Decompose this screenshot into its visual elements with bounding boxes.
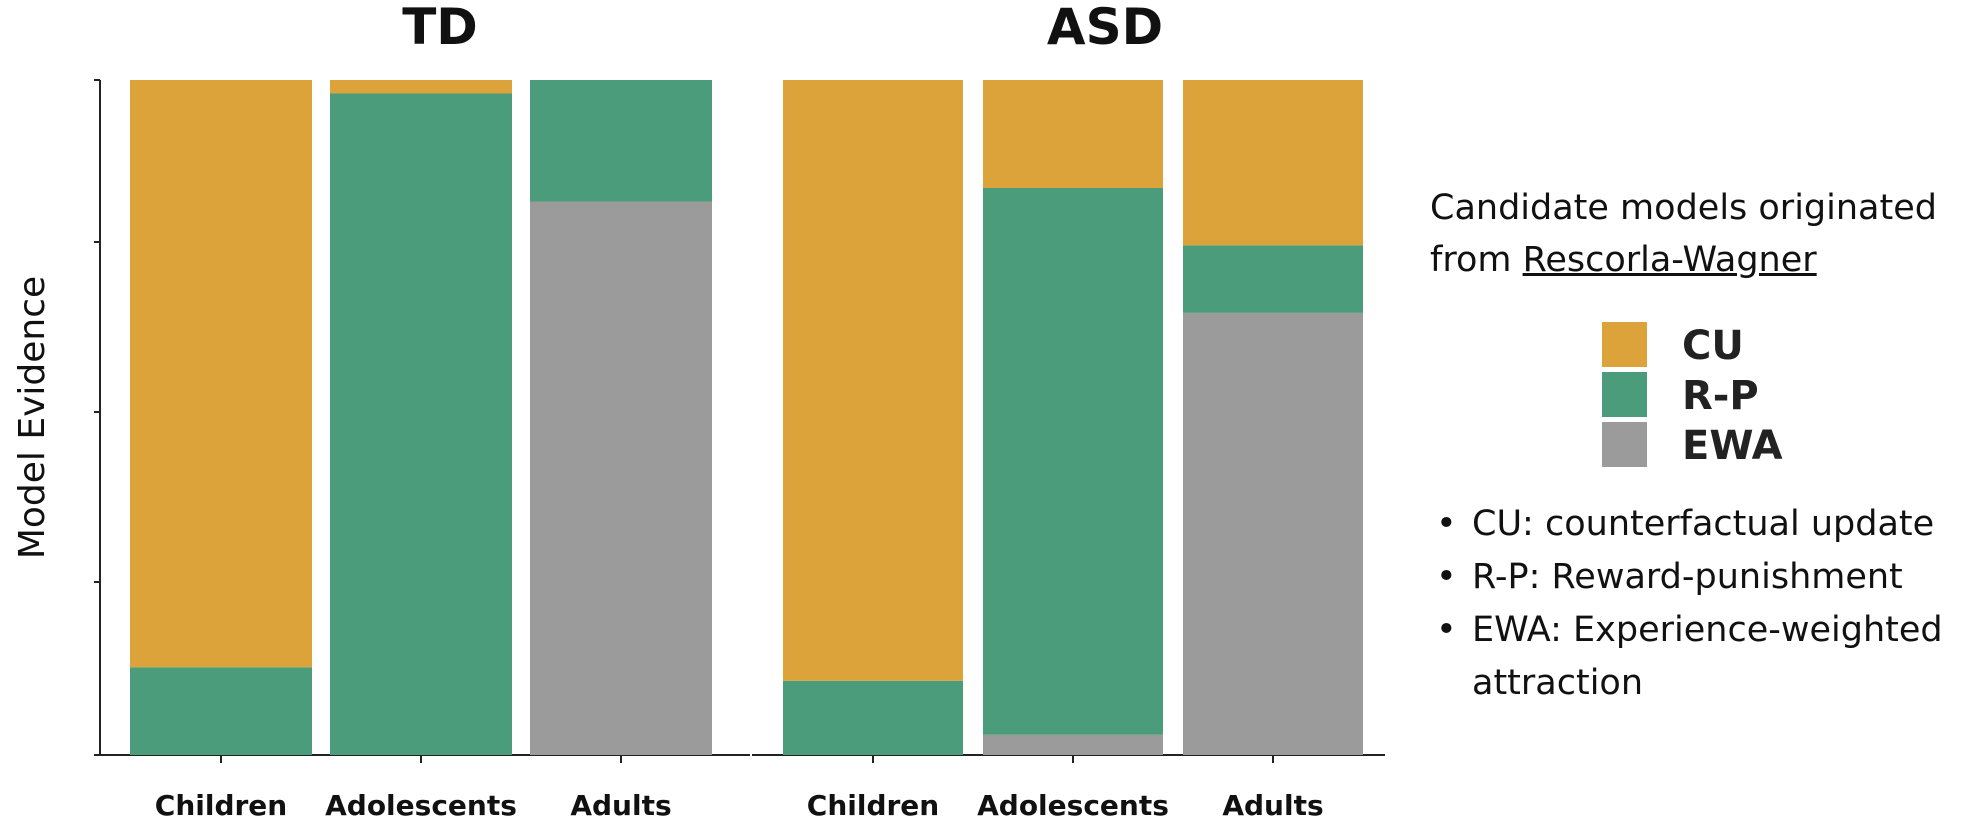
- category-label-asd-adults: Adults: [1222, 789, 1323, 822]
- bar-td-adolescents-cu: [330, 80, 512, 94]
- note-line-2-prefix: from: [1430, 240, 1523, 280]
- bar-asd-adults-cu: [1183, 80, 1363, 246]
- panel-title-asd: ASD: [1047, 0, 1163, 56]
- abbrev-cu: CU: counterfactual update: [1472, 504, 1935, 544]
- category-label-td-adolescents: Adolescents: [325, 789, 517, 822]
- bar-asd-adults-r-p: [1183, 245, 1363, 313]
- bar-asd-adolescents-ewa: [983, 734, 1163, 755]
- legend-label-r-p: R-P: [1682, 373, 1759, 419]
- bullet-icon: •: [1436, 504, 1457, 544]
- legend-swatch-cu: [1602, 322, 1647, 367]
- y-axis-label: Model Evidence: [12, 276, 53, 559]
- list-item: • EWA: Experience-weighted attraction: [1432, 604, 1962, 710]
- abbreviation-list: • CU: counterfactual update • R-P: Reward-…: [1432, 498, 1962, 710]
- legend-swatch-r-p: [1602, 372, 1647, 417]
- bullet-icon: •: [1436, 557, 1457, 597]
- list-item: • CU: counterfactual update: [1432, 498, 1962, 551]
- bar-asd-children-r-p: [783, 680, 963, 755]
- category-label-asd-adolescents: Adolescents: [977, 789, 1169, 822]
- bar-td-children-r-p: [130, 667, 312, 755]
- list-item: • R-P: Reward-punishment: [1432, 551, 1962, 604]
- category-label-td-adults: Adults: [570, 789, 671, 822]
- bullet-icon: •: [1436, 610, 1457, 650]
- abbrev-ewa: EWA: Experience-weighted attraction: [1472, 610, 1943, 703]
- labels: Model Evidence TD Children Adolescents Adult…: [12, 0, 1324, 822]
- panel-title-td: TD: [402, 0, 478, 56]
- note-line-1: Candidate models originated: [1430, 188, 1937, 228]
- bar-td-adolescents-r-p: [330, 93, 512, 755]
- bar-td-adults-r-p: [530, 80, 712, 202]
- note-line-2: from Rescorla-Wagner: [1430, 234, 1960, 286]
- bar-asd-children-cu: [783, 80, 963, 681]
- bar-asd-adolescents-r-p: [983, 188, 1163, 735]
- legend-label-cu: CU: [1682, 323, 1744, 369]
- abbrev-rp: R-P: Reward-punishment: [1472, 557, 1903, 597]
- bar-asd-adolescents-cu: [983, 80, 1163, 188]
- bar-td-adults-ewa: [530, 201, 712, 755]
- bars: [130, 80, 1363, 755]
- legend-label-ewa: EWA: [1682, 423, 1783, 469]
- legend-swatch-ewa: [1602, 422, 1647, 467]
- bar-td-children-cu: [130, 80, 312, 668]
- model-origin-note: Candidate models originated from Rescorl…: [1430, 182, 1960, 286]
- rescorla-wagner-link[interactable]: Rescorla-Wagner: [1522, 240, 1817, 280]
- category-label-asd-children: Children: [807, 789, 939, 822]
- bar-asd-adults-ewa: [1183, 312, 1363, 755]
- category-label-td-children: Children: [155, 789, 287, 822]
